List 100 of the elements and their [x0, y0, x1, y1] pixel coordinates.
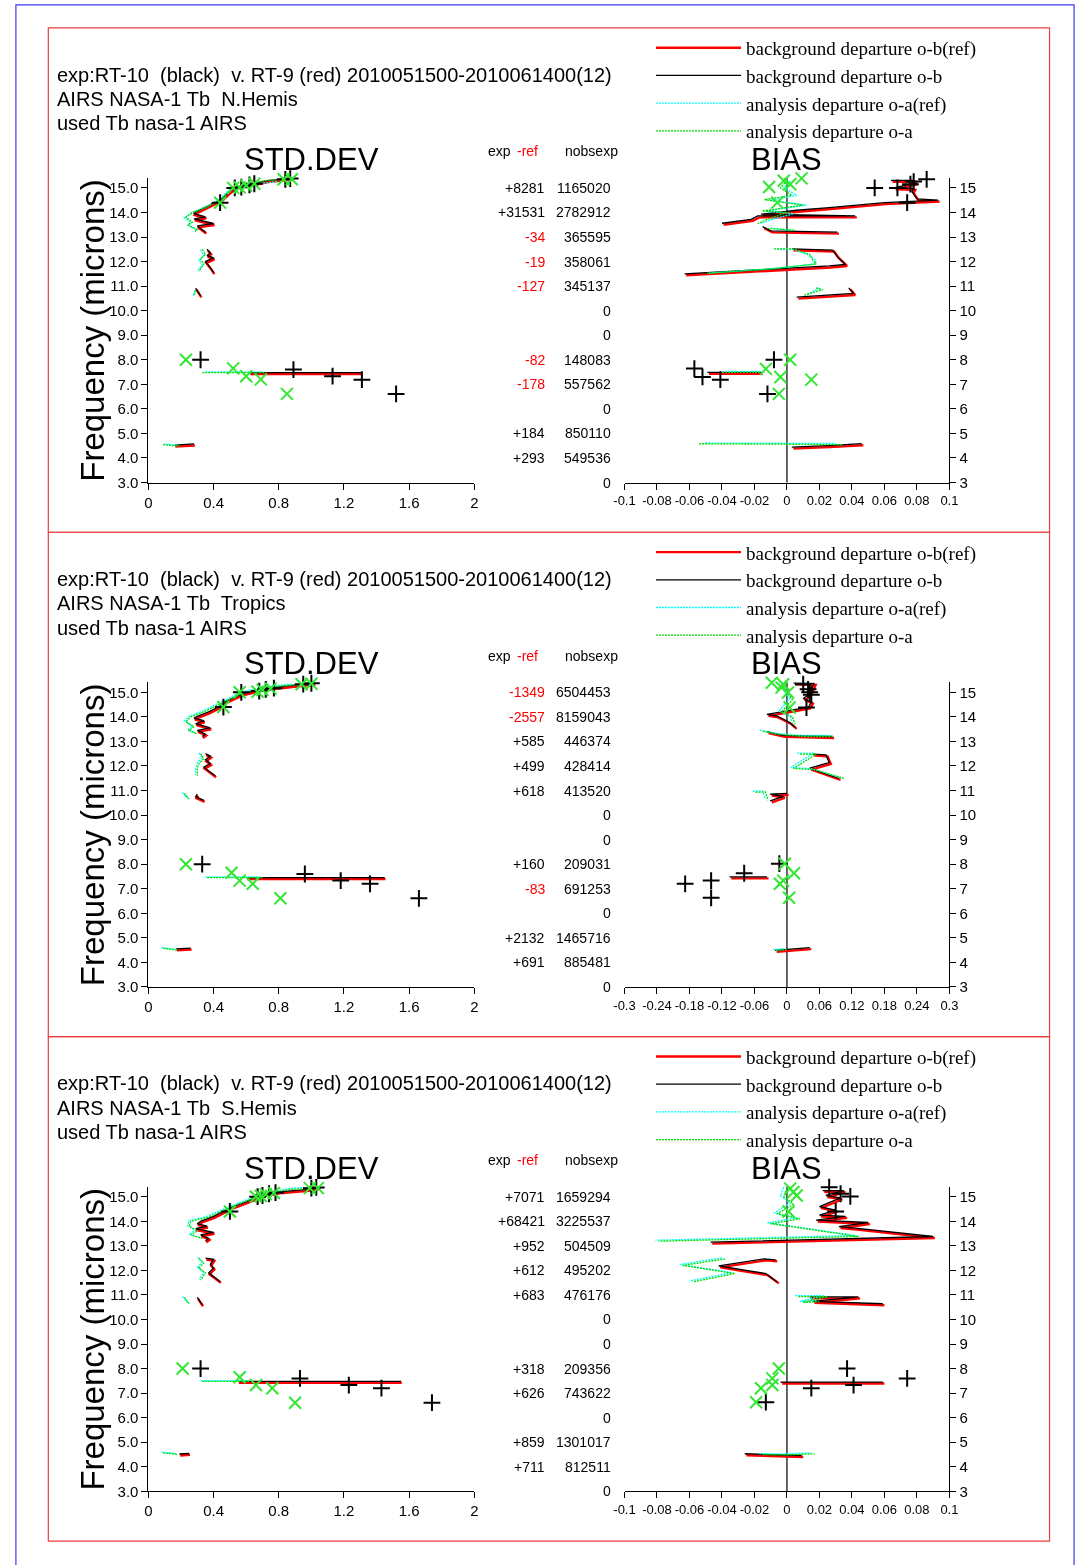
y-tick-label: 3.0 [117, 978, 139, 996]
legend-label: analysis departure o-a(ref) [746, 1102, 947, 1125]
text: 504509 [564, 1238, 611, 1254]
text: 6504453 [556, 684, 611, 700]
text: 365595 [564, 229, 611, 245]
x-tick-label: 0.04 [839, 493, 865, 509]
x-tick-label: -0.08 [642, 493, 672, 509]
y2-tick-label: 13 [959, 1237, 977, 1255]
text: 0 [603, 475, 611, 491]
text: 209031 [564, 856, 611, 872]
y2-tick-label: 15 [959, 683, 977, 701]
x-tick-label: 0.4 [203, 997, 225, 1015]
text: -127 [517, 278, 546, 294]
y2-tick-label: 11 [959, 1286, 975, 1304]
text: +626 [513, 1385, 545, 1401]
y-tick-label: 12.0 [109, 252, 139, 270]
y-tick-label: 10.0 [109, 806, 139, 824]
text: 1659294 [556, 1189, 611, 1205]
legend-label: analysis departure o-a [746, 625, 914, 647]
x-tick-label: 2 [470, 493, 479, 511]
y-tick-label: 15.0 [109, 1187, 139, 1205]
text: +318 [513, 1361, 545, 1377]
text: +499 [513, 758, 545, 774]
x-tick-label: 2 [470, 1502, 479, 1520]
text: used Tb nasa-1 AIRS [57, 112, 247, 134]
text: -2557 [509, 709, 546, 725]
x-tick-label: 1.6 [398, 997, 420, 1015]
y-tick-label: 12.0 [109, 757, 139, 775]
y-tick-label: 9.0 [117, 326, 139, 344]
text: 1301017 [556, 1434, 611, 1450]
x-tick-label: 0 [783, 1501, 791, 1517]
text: AIRS NASA-1 Tb N.Hemis [57, 88, 298, 110]
y-tick-label: 10.0 [109, 1310, 139, 1328]
text: exp:RT-10 (black) v. RT-9 (red) 2010051500-2010061400(12) [57, 568, 612, 590]
x-tick-label: 0.12 [839, 997, 865, 1013]
x-tick-label: 0.08 [904, 1501, 930, 1517]
x-tick-label: -0.04 [707, 493, 737, 509]
y-tick-label: 7.0 [117, 1384, 139, 1402]
chart-title: BIAS [751, 1151, 822, 1186]
text: 1465716 [556, 930, 611, 946]
y-tick-label: 8.0 [117, 351, 139, 369]
text: -82 [525, 352, 546, 368]
x-tick-label: 0.06 [871, 1501, 898, 1517]
y2-tick-label: 5 [959, 424, 968, 442]
y-tick-label: 8.0 [117, 1359, 139, 1377]
text: 743622 [564, 1385, 611, 1401]
x-tick-label: 0.8 [268, 997, 290, 1015]
chart-title: STD.DEV [244, 142, 379, 177]
text: 446374 [564, 733, 611, 749]
y2-tick-label: 9 [959, 1335, 968, 1353]
y-tick-label: 7.0 [117, 375, 139, 393]
text: 148083 [564, 352, 611, 368]
text: +68421 [498, 1213, 546, 1229]
text: +585 [513, 733, 545, 749]
text: nobsexp [565, 648, 619, 664]
text: +184 [513, 425, 545, 441]
x-tick-label: 0 [144, 1502, 153, 1520]
x-tick-label: 0.4 [203, 1502, 225, 1520]
y2-tick-label: 7 [959, 879, 968, 897]
chart-title: BIAS [751, 142, 822, 177]
text: +711 [514, 1459, 545, 1475]
text: +691 [513, 954, 545, 970]
y2-tick-label: 3 [959, 1482, 968, 1500]
text: -19 [525, 254, 546, 270]
y-tick-label: 11.0 [110, 781, 139, 799]
y-tick-label: 10.0 [109, 301, 139, 319]
y2-tick-label: 4 [959, 953, 968, 971]
y2-tick-label: 6 [959, 400, 968, 418]
y-tick-label: 12.0 [109, 1261, 139, 1279]
y-tick-label: 11.0 [110, 1286, 139, 1304]
x-tick-label: 0.02 [806, 493, 833, 509]
legend-label: background departure o-b [746, 65, 943, 87]
y2-tick-label: 5 [959, 1433, 968, 1451]
text: 0 [603, 327, 611, 343]
text: +7071 [505, 1189, 545, 1205]
x-tick-label: 0 [783, 493, 791, 509]
y-tick-label: 4.0 [117, 1458, 139, 1476]
text: nobsexp [565, 143, 619, 159]
x-tick-label: 1.6 [398, 1502, 420, 1520]
x-tick-label: 0.24 [904, 997, 930, 1013]
x-tick-label: 0.08 [904, 493, 930, 509]
y2-tick-label: 3 [959, 473, 968, 491]
text: 209356 [564, 1361, 611, 1377]
y2-tick-label: 10 [959, 301, 977, 319]
y-tick-label: 11.0 [110, 277, 139, 295]
x-tick-label: 0.1 [940, 493, 959, 509]
text: exp:RT-10 (black) v. RT-9 (red) 2010051500-2010061400(12) [57, 64, 612, 86]
text: nobsexp [565, 1152, 619, 1168]
text: 557562 [564, 376, 611, 392]
chart-title: STD.DEV [244, 646, 379, 681]
text: 495202 [564, 1262, 611, 1278]
text: exp [488, 648, 511, 664]
x-tick-label: -0.06 [674, 493, 705, 509]
y-tick-label: 6.0 [117, 1408, 139, 1426]
y-tick-label: 4.0 [117, 953, 139, 971]
y2-tick-label: 4 [959, 449, 968, 467]
y2-tick-label: 14 [959, 1212, 977, 1230]
x-tick-label: 0.3 [940, 997, 959, 1013]
text: +160 [513, 856, 545, 872]
y-tick-label: 9.0 [117, 1335, 139, 1353]
